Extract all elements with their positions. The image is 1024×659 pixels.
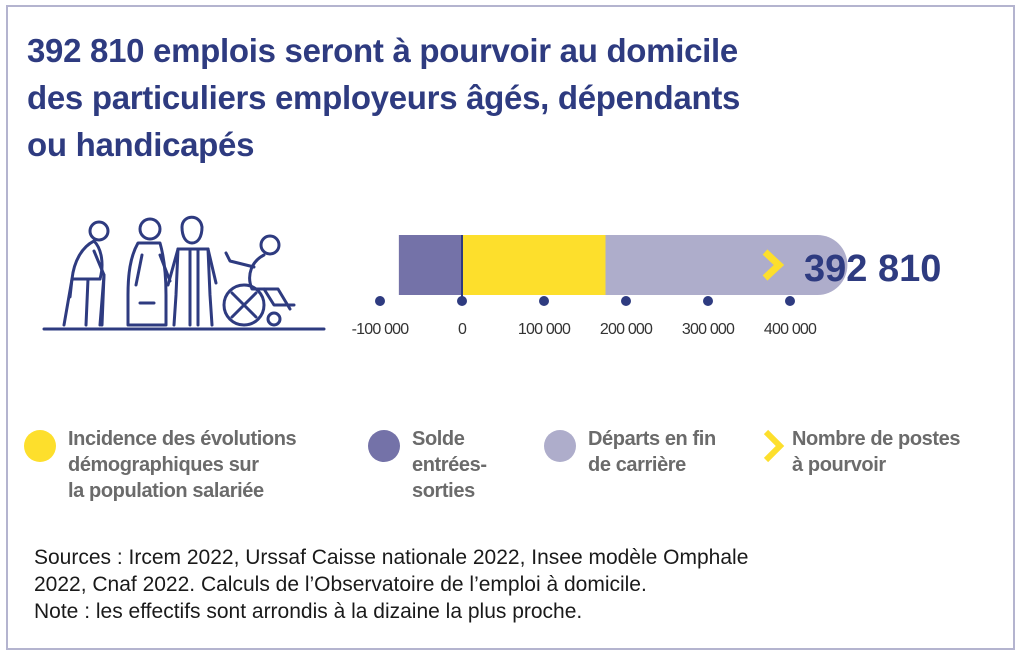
bar-segment (462, 235, 606, 295)
total-annotation: 392 810 (762, 248, 941, 290)
source-line-3: Note : les effectifs sont arrondis à la … (34, 600, 583, 623)
legend-item-departs: Départs en fin de carrière (544, 426, 716, 478)
legend-label-postes: Nombre de postes à pourvoir (792, 426, 960, 478)
legend-line: Incidence des évolutions (68, 428, 297, 450)
legend-item-incidence: Incidence des évolutions démographiques … (24, 426, 297, 504)
legend-line: la population salariée (68, 480, 264, 502)
wheelchair-user-icon (222, 234, 296, 327)
title-line-3: ou handicapés (27, 126, 255, 163)
bar-segment (605, 235, 848, 295)
source-note: Sources : Ircem 2022, Urssaf Caisse nati… (34, 544, 994, 625)
infographic-frame (6, 5, 1015, 650)
x-axis: -100 000 0 100 000 200 000 300 000 400 000 (352, 296, 818, 338)
elderly-woman-icon (126, 217, 172, 327)
axis-tick-label: 0 (458, 321, 467, 338)
stacked-bar-chart: -100 000 0 100 000 200 000 300 000 400 000 39… (352, 235, 941, 338)
legend-swatch-yellow (24, 430, 56, 462)
axis-tick-label: 100 000 (518, 321, 571, 338)
axis-tick-label: 200 000 (600, 321, 653, 338)
axis-tick-dot (621, 296, 631, 306)
axis-tick-dot (785, 296, 795, 306)
legend-line: entrées- (412, 454, 487, 476)
axis-tick-dot (457, 296, 467, 306)
title-line-2: des particuliers employeurs âgés, dépend… (27, 79, 741, 116)
bar-segment (398, 235, 462, 295)
legend-line: démographiques sur (68, 454, 259, 476)
legend-swatch-lavender (544, 430, 576, 462)
legend-line: Nombre de postes (792, 428, 961, 450)
source-line-2: 2022, Cnaf 2022. Calculs de l’Observatoi… (34, 573, 647, 596)
chevron-right-icon (762, 249, 785, 281)
legend-line: sorties (412, 480, 475, 502)
bar-layer (398, 235, 848, 301)
legend-line: à pourvoir (792, 454, 886, 476)
elderly-man-with-cane-icon (62, 220, 110, 327)
legend-label-incidence: Incidence des évolutions démographiques … (68, 426, 297, 504)
legend-line: de carrière (588, 454, 686, 476)
legend-label-solde: Solde entrées- sorties (412, 426, 487, 504)
legend-line: Départs en fin (588, 428, 716, 450)
axis-tick-dot (375, 296, 385, 306)
total-value-label: 392 810 (804, 248, 941, 290)
source-line-1: Sources : Ircem 2022, Urssaf Caisse nati… (34, 546, 749, 569)
legend-label-departs: Départs en fin de carrière (588, 426, 716, 478)
legend-swatch-purple (368, 430, 400, 462)
axis-tick-label: 300 000 (682, 321, 735, 338)
axis-tick-dot (703, 296, 713, 306)
axis-tick-label: 400 000 (764, 321, 817, 338)
elderly-people-illustration (42, 215, 326, 331)
legend-item-postes: Nombre de postes à pourvoir (762, 426, 960, 478)
axis-tick-label: -100 000 (352, 321, 410, 338)
axis-tick-dot (539, 296, 549, 306)
caregiver-icon (166, 215, 218, 327)
legend-item-solde: Solde entrées- sorties (368, 426, 487, 504)
title-line-1: 392 810 emplois seront à pourvoir au dom… (27, 32, 738, 69)
chevron-right-icon (763, 429, 785, 463)
page-title: 392 810 emplois seront à pourvoir au dom… (27, 27, 867, 168)
legend-line: Solde (412, 428, 465, 450)
